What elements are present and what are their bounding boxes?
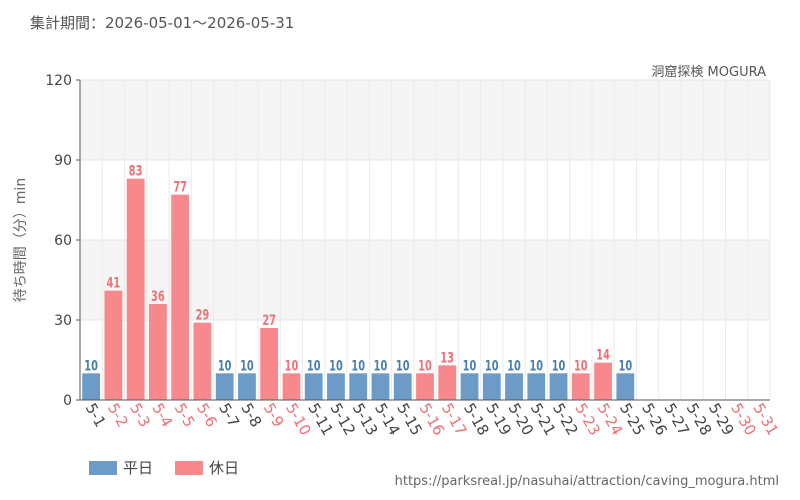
data-label-5-9: 27	[262, 312, 276, 329]
x-tick-label-5-1: 5-1	[82, 400, 110, 430]
bar-5-3	[126, 178, 145, 400]
data-label-5-22: 10	[552, 357, 566, 374]
bar-5-25	[616, 373, 635, 400]
grid-lines	[79, 79, 771, 401]
bar-5-2	[104, 290, 123, 400]
legend-swatch-holiday	[175, 460, 204, 475]
data-label-5-3: 83	[129, 162, 143, 179]
bar-5-23	[571, 373, 590, 400]
data-label-5-4: 36	[151, 288, 165, 305]
data-label-5-11: 10	[307, 357, 321, 374]
bars	[82, 178, 635, 400]
legend-item-weekday: 平日	[89, 457, 153, 478]
bar-5-5	[171, 194, 190, 400]
data-labels: 10 41 83 36 77 29 10 10 27 10 10 10 10 10 10 10 13 10 10 10…	[84, 162, 632, 373]
bar-5-1	[82, 373, 101, 400]
bar-5-8	[238, 373, 256, 400]
data-label-5-5: 77	[173, 178, 187, 195]
bar-5-13	[349, 373, 368, 400]
bar-5-18	[460, 373, 479, 400]
bar-5-21	[527, 373, 546, 400]
data-label-5-12: 10	[329, 357, 343, 374]
data-label-5-20: 10	[507, 357, 521, 374]
x-tick-label-5-6: 5-6	[193, 400, 221, 430]
data-label-5-13: 10	[351, 357, 365, 374]
x-tick-label-5-5: 5-5	[171, 400, 199, 430]
data-label-5-8: 10	[240, 357, 254, 374]
bar-5-12	[327, 373, 345, 400]
data-label-5-7: 10	[218, 357, 232, 374]
x-tick-label-5-4: 5-4	[148, 400, 176, 430]
data-label-5-16: 10	[418, 357, 432, 374]
bar-5-4	[149, 304, 167, 400]
axes	[76, 79, 770, 401]
data-label-5-10: 10	[285, 357, 299, 374]
bar-5-6	[193, 322, 212, 400]
date-range-title: 集計期間：2026-05-01～2026-05-31	[30, 14, 295, 32]
data-label-5-17: 13	[440, 349, 454, 366]
plot-band	[80, 240, 770, 320]
x-tick-label-5-2: 5-2	[104, 400, 132, 430]
x-tick-label-5-8: 5-8	[237, 400, 265, 430]
data-label-5-23: 10	[574, 357, 588, 374]
x-tick-label-5-3: 5-3	[126, 400, 154, 430]
legend: 平日 休日	[89, 457, 261, 478]
data-label-5-18: 10	[463, 357, 477, 374]
legend-label-weekday: 平日	[123, 459, 154, 477]
bar-5-22	[549, 373, 568, 400]
data-label-5-1: 10	[84, 357, 98, 374]
bar-5-20	[505, 373, 523, 400]
data-label-5-2: 41	[107, 274, 121, 291]
y-tick-label-90: 90	[54, 153, 72, 169]
data-label-5-15: 10	[396, 357, 410, 374]
y-tick-label-0: 0	[63, 393, 72, 409]
x-tick-label-5-9: 5-9	[260, 400, 288, 430]
attraction-name: 洞窟探検 MOGURA	[651, 65, 766, 80]
bar-5-17	[438, 365, 457, 400]
y-tick-label-30: 30	[54, 313, 72, 329]
bar-5-11	[304, 373, 323, 400]
bar-5-19	[482, 373, 501, 400]
y-tick-labels: 0 30 60 90 120	[45, 73, 72, 409]
data-label-5-25: 10	[618, 357, 632, 374]
data-label-5-14: 10	[374, 357, 388, 374]
data-label-5-21: 10	[529, 357, 543, 374]
legend-label-holiday: 休日	[209, 459, 240, 477]
data-label-5-24: 14	[596, 346, 610, 363]
bar-5-16	[416, 373, 434, 400]
bar-5-9	[260, 328, 279, 400]
x-tick-labels: 5-15-25-35-45-55-65-75-85-95-105-115-125…	[82, 400, 782, 438]
bar-5-7	[215, 373, 234, 400]
plot-band	[80, 80, 770, 160]
data-label-5-6: 29	[196, 306, 210, 323]
data-label-5-19: 10	[485, 357, 499, 374]
x-tick-label-5-7: 5-7	[215, 400, 243, 430]
y-tick-label-60: 60	[54, 233, 72, 249]
bar-5-14	[371, 373, 390, 400]
source-url: https://parksreal.jp/nasuhai/attraction/…	[394, 474, 779, 489]
legend-swatch-weekday	[89, 460, 117, 475]
legend-item-holiday: 休日	[175, 457, 239, 478]
plot-band	[80, 160, 770, 240]
y-tick-label-120: 120	[45, 73, 72, 89]
bar-5-24	[594, 362, 612, 400]
bar-5-15	[393, 373, 412, 400]
bar-5-10	[282, 373, 301, 400]
